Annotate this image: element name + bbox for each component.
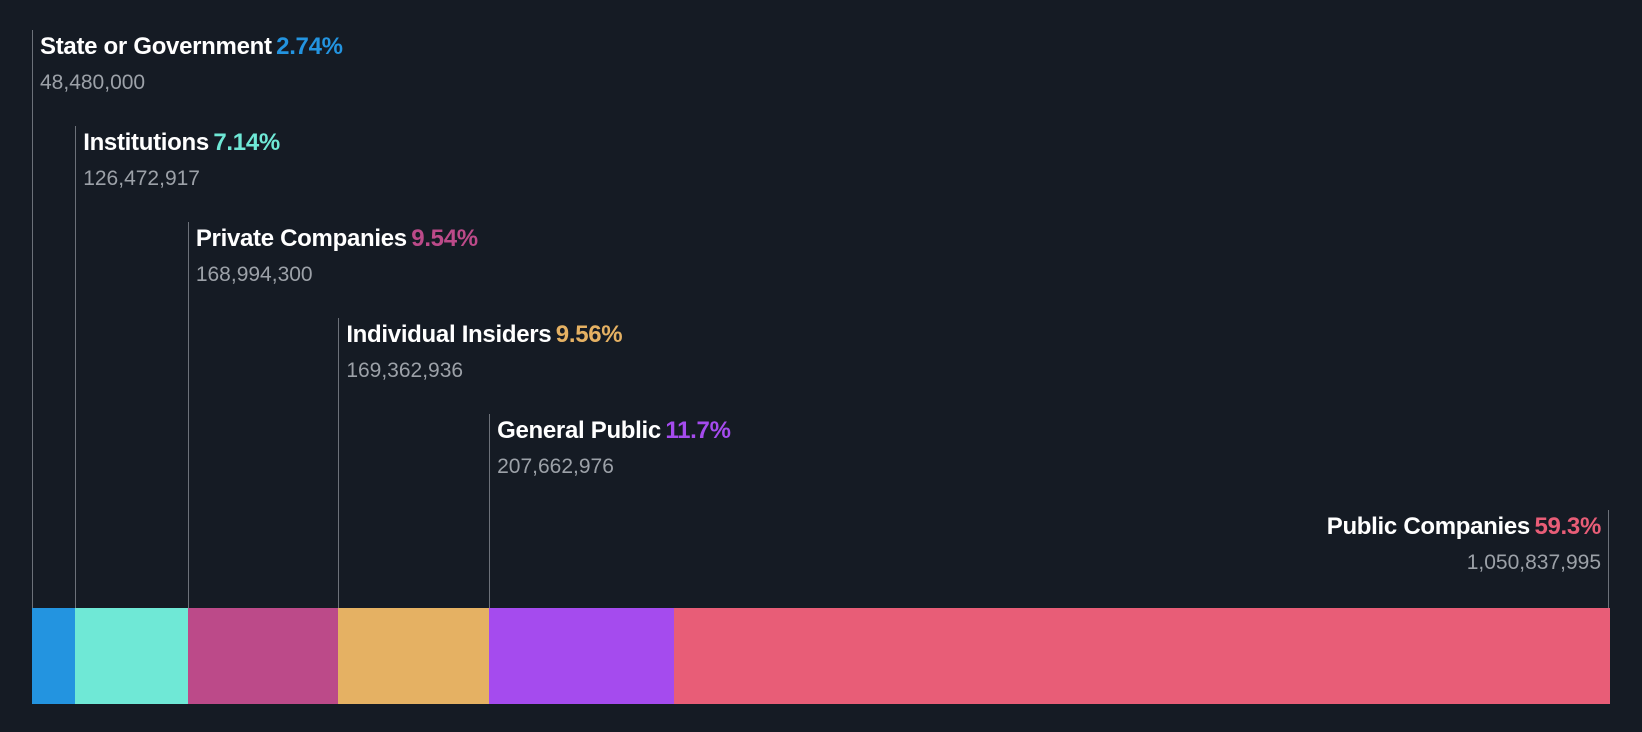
bar-segment-general-public [489, 608, 676, 704]
leader-line-institutions [75, 126, 77, 608]
category-name: General Public [497, 417, 661, 444]
category-name: Institutions [83, 129, 209, 156]
label-public-companies: Public Companies 59.3% 1,050,837,995 [1326, 512, 1602, 576]
category-name: Public Companies [1326, 513, 1531, 540]
category-percentage: 2.74% [276, 33, 343, 60]
bar-segment-public-companies [673, 608, 1610, 704]
category-percentage: 9.56% [555, 321, 623, 348]
category-name: State or Government [40, 33, 272, 60]
category-share-count: 48,480,000 [40, 71, 146, 94]
label-state-or-government: State or Government 2.74% 48,480,000 [40, 32, 343, 96]
bar-segment-individual-insiders [338, 608, 491, 704]
leader-line-general-public [489, 414, 491, 608]
category-share-count: 1,050,837,995 [1466, 551, 1601, 574]
leader-line-public-companies [1608, 510, 1609, 608]
bar-segment-state-or-government [32, 608, 76, 704]
label-institutions: Institutions 7.14% 126,472,917 [83, 128, 280, 192]
leader-line-private-companies [187, 222, 189, 608]
category-name: Private Companies [195, 225, 407, 252]
category-share-count: 126,472,917 [83, 167, 200, 190]
category-share-count: 207,662,976 [497, 455, 614, 478]
category-name: Individual Insiders [346, 321, 552, 348]
category-percentage: 9.54% [411, 225, 478, 252]
label-individual-insiders: Individual Insiders 9.56% 169,362,936 [346, 320, 622, 384]
label-private-companies: Private Companies 9.54% 168,994,300 [196, 224, 478, 288]
category-percentage: 7.14% [213, 129, 280, 156]
leader-line-individual-insiders [338, 318, 340, 608]
category-percentage: 59.3% [1534, 513, 1601, 540]
category-percentage: 11.7% [665, 417, 731, 444]
leader-line-state-or-government [32, 30, 33, 608]
category-share-count: 169,362,936 [346, 359, 464, 382]
bar-segment-institutions [75, 608, 190, 704]
label-general-public: General Public 11.7% 207,662,976 [497, 416, 731, 480]
bar-segment-private-companies [187, 608, 339, 704]
category-share-count: 168,994,300 [195, 263, 313, 286]
